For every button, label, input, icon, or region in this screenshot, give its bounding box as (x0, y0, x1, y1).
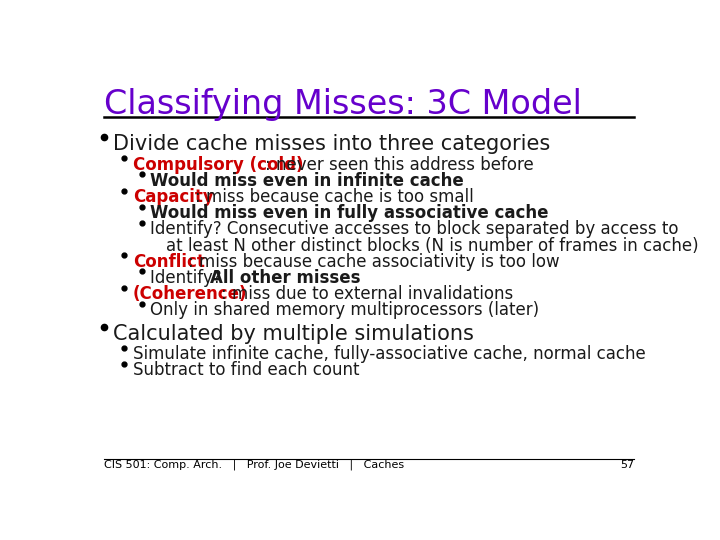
Text: Would miss even in fully associative cache: Would miss even in fully associative cac… (150, 204, 549, 222)
Text: CIS 501: Comp. Arch.   |   Prof. Joe Devietti   |   Caches: CIS 501: Comp. Arch. | Prof. Joe Deviett… (104, 460, 404, 470)
Text: Divide cache misses into three categories: Divide cache misses into three categorie… (113, 134, 551, 154)
Text: : never seen this address before: : never seen this address before (265, 156, 534, 174)
Text: : miss due to external invalidations: : miss due to external invalidations (221, 285, 513, 303)
Text: Conflict: Conflict (132, 253, 204, 271)
Text: Subtract to find each count: Subtract to find each count (132, 361, 359, 379)
Text: Identify?: Identify? (150, 269, 228, 287)
Text: Compulsory (cold): Compulsory (cold) (132, 156, 303, 174)
Text: Capacity: Capacity (132, 188, 213, 206)
Text: Calculated by multiple simulations: Calculated by multiple simulations (113, 323, 474, 343)
Text: Only in shared memory multiprocessors (later): Only in shared memory multiprocessors (l… (150, 301, 539, 319)
Text: (Coherence): (Coherence) (132, 285, 247, 303)
Text: Identify? Consecutive accesses to block separated by access to: Identify? Consecutive accesses to block … (150, 220, 679, 238)
Text: : miss because cache associativity is too low: : miss because cache associativity is to… (189, 253, 560, 271)
Text: Simulate infinite cache, fully-associative cache, normal cache: Simulate infinite cache, fully-associati… (132, 345, 645, 363)
Text: : miss because cache is too small: : miss because cache is too small (195, 188, 474, 206)
Text: 57: 57 (620, 460, 634, 470)
Text: All other misses: All other misses (210, 269, 361, 287)
Text: Would miss even in infinite cache: Would miss even in infinite cache (150, 172, 464, 190)
Text: at least N other distinct blocks (N is number of frames in cache): at least N other distinct blocks (N is n… (166, 237, 698, 254)
Text: Classifying Misses: 3C Model: Classifying Misses: 3C Model (104, 88, 582, 121)
